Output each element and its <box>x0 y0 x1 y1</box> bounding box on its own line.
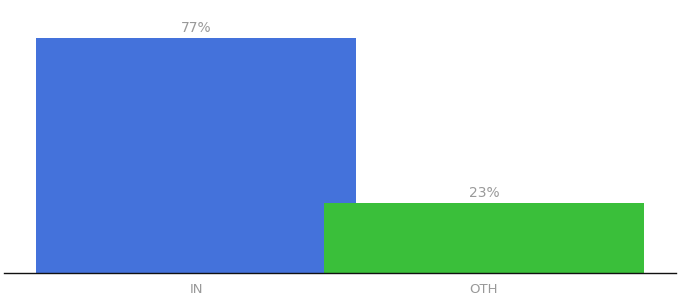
Bar <box>324 203 644 273</box>
Text: 23%: 23% <box>469 186 499 200</box>
Text: 77%: 77% <box>181 21 211 35</box>
Bar <box>36 38 356 273</box>
